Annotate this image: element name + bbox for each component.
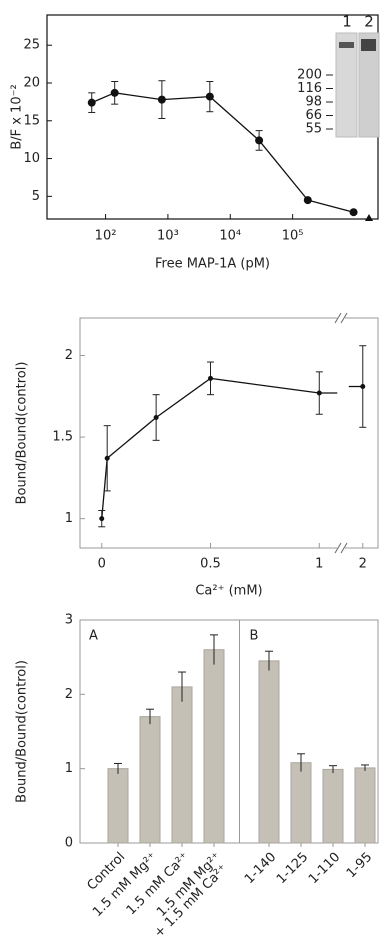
x-tick-label: 0.5 bbox=[200, 557, 221, 572]
y-tick-label: 1 bbox=[65, 761, 73, 776]
x-tick-label: 1 bbox=[315, 557, 323, 572]
y-tick-label: 2 bbox=[65, 348, 73, 363]
lane-label: 2 bbox=[364, 13, 374, 31]
data-line bbox=[102, 458, 107, 518]
group-label: B bbox=[250, 629, 259, 644]
y-tick-label: 0 bbox=[65, 836, 73, 851]
y-axis-label: B/F x 10⁻² bbox=[10, 84, 25, 149]
y-tick-label: 15 bbox=[23, 113, 40, 128]
x-tick-label: 10² bbox=[95, 229, 117, 244]
x-tick-label-group: 1-125 bbox=[274, 850, 311, 887]
bar bbox=[108, 769, 128, 843]
x-tick-label-group: 1-110 bbox=[306, 850, 343, 887]
data-line bbox=[210, 97, 259, 141]
x-tick-label: 10⁵ bbox=[282, 229, 304, 244]
x-axis-label: Free MAP-1A (pM) bbox=[155, 257, 270, 272]
group-label: A bbox=[89, 629, 98, 644]
data-point bbox=[154, 415, 159, 420]
data-point bbox=[317, 391, 322, 396]
bar bbox=[259, 661, 279, 843]
x-tick-label: 1-140 bbox=[242, 850, 279, 887]
data-point bbox=[350, 208, 358, 216]
x-tick-label: 10³ bbox=[157, 229, 179, 244]
data-line bbox=[259, 140, 308, 200]
figure: 510152025B/F x 10⁻²10²10³10⁴10⁵Free MAP-… bbox=[0, 0, 388, 936]
bar bbox=[323, 769, 343, 843]
x-tick-label: 1-125 bbox=[274, 850, 311, 887]
y-tick-label: 3 bbox=[65, 613, 73, 628]
y-tick-label: 2 bbox=[65, 687, 73, 702]
y-tick-label: 1 bbox=[65, 511, 73, 526]
bar bbox=[140, 717, 160, 843]
y-tick-label: 10 bbox=[23, 151, 40, 166]
data-point bbox=[208, 376, 213, 381]
data-line bbox=[162, 97, 210, 100]
plot-frame bbox=[80, 318, 378, 548]
data-point bbox=[158, 96, 166, 104]
data-line bbox=[308, 200, 354, 212]
data-line bbox=[211, 378, 320, 393]
y-tick-label: 25 bbox=[23, 38, 40, 53]
data-line bbox=[156, 378, 210, 417]
bar bbox=[204, 650, 224, 843]
x-axis-label: Ca²⁺ (mM) bbox=[195, 584, 262, 599]
gel-band bbox=[361, 39, 376, 51]
x-tick-label: 10⁴ bbox=[219, 229, 241, 244]
data-point bbox=[304, 196, 312, 204]
y-axis-label: Bound/Bound(control) bbox=[15, 660, 30, 803]
marker-label: 55 bbox=[305, 122, 322, 137]
gel-band bbox=[339, 42, 354, 48]
bar bbox=[355, 768, 375, 843]
data-line bbox=[115, 93, 162, 100]
x-tick-label: 1-110 bbox=[306, 850, 343, 887]
y-axis-label: Bound/Bound(control) bbox=[15, 362, 30, 505]
y-tick-label: 20 bbox=[23, 76, 40, 91]
plot-frame bbox=[47, 15, 378, 219]
y-tick-label: 1.5 bbox=[52, 430, 73, 445]
bar bbox=[291, 763, 311, 843]
data-point bbox=[360, 384, 365, 389]
lane-label: 1 bbox=[342, 13, 352, 31]
data-point bbox=[255, 136, 263, 144]
bar bbox=[172, 687, 192, 843]
triangle-marker bbox=[365, 214, 373, 221]
y-tick-label: 5 bbox=[32, 189, 40, 204]
data-point bbox=[88, 99, 96, 107]
x-tick-label: 0 bbox=[98, 557, 106, 572]
data-line bbox=[107, 418, 156, 459]
gel-lane bbox=[336, 33, 357, 137]
x-tick-label-group: 1-140 bbox=[242, 850, 279, 887]
x-tick-label: 1-95 bbox=[344, 850, 375, 881]
data-point bbox=[111, 89, 119, 97]
data-point bbox=[105, 456, 110, 461]
x-tick-label-group: 1-95 bbox=[344, 850, 375, 881]
data-point bbox=[206, 93, 214, 101]
page: {"chart_data":[ {"type":"line","x_label"… bbox=[0, 0, 388, 936]
x-tick-label: 2 bbox=[359, 557, 367, 572]
data-point bbox=[99, 516, 104, 521]
